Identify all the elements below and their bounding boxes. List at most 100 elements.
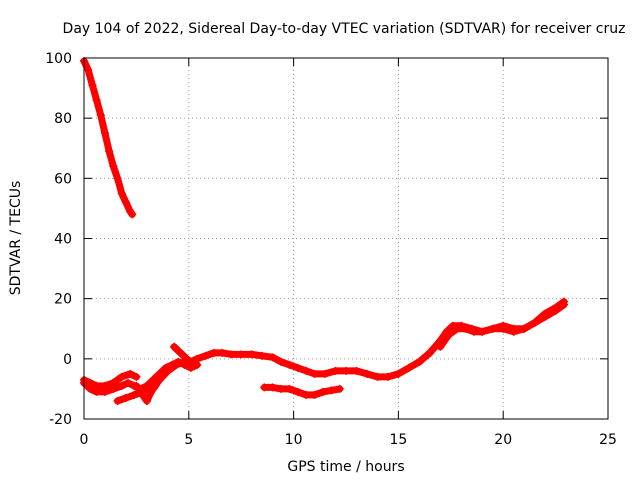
y-tick-label: 40 bbox=[54, 232, 72, 248]
data-point bbox=[383, 372, 392, 381]
data-point bbox=[321, 369, 330, 378]
data-point bbox=[113, 174, 122, 183]
y-tick-label: 60 bbox=[54, 171, 72, 187]
x-tick-label: 10 bbox=[285, 432, 303, 448]
x-tick-labels: 0 5 10 15 20 25 bbox=[80, 432, 617, 448]
data-point bbox=[138, 390, 147, 399]
data-point bbox=[182, 354, 191, 363]
data-point bbox=[84, 66, 93, 75]
data-point bbox=[310, 369, 319, 378]
series-line-segment-6 bbox=[170, 301, 568, 381]
data-point bbox=[478, 327, 487, 336]
data-point bbox=[425, 348, 434, 357]
data-point bbox=[109, 162, 118, 171]
x-tick-label: 5 bbox=[184, 432, 193, 448]
data-point bbox=[92, 96, 101, 105]
data-point bbox=[86, 378, 95, 387]
data-point bbox=[461, 324, 470, 333]
y-tick-label: 20 bbox=[54, 292, 72, 308]
data-point bbox=[285, 360, 294, 369]
data-point bbox=[121, 393, 130, 402]
data-point bbox=[342, 366, 350, 375]
data-point bbox=[293, 363, 302, 372]
data-point bbox=[285, 384, 294, 393]
data-point bbox=[132, 381, 141, 390]
data-point bbox=[258, 351, 267, 360]
data-point bbox=[302, 366, 311, 375]
data-point bbox=[121, 198, 130, 207]
data-point bbox=[132, 372, 141, 381]
data-point bbox=[92, 381, 101, 390]
data-point bbox=[318, 387, 327, 396]
x-tick-label: 20 bbox=[494, 432, 512, 448]
data-point bbox=[302, 390, 311, 399]
data-point bbox=[559, 297, 568, 306]
data-point bbox=[488, 324, 497, 333]
data-point bbox=[237, 350, 246, 359]
data-point bbox=[541, 309, 550, 318]
data-series bbox=[80, 57, 568, 405]
series-line-segment-1 bbox=[80, 57, 136, 218]
y-tick-label: -20 bbox=[49, 412, 72, 428]
data-point bbox=[100, 381, 109, 390]
axis-ticks bbox=[83, 57, 609, 420]
x-axis-label: GPS time / hours bbox=[287, 459, 404, 475]
data-point bbox=[362, 369, 371, 378]
data-point bbox=[415, 357, 424, 366]
data-point bbox=[201, 351, 210, 360]
data-point bbox=[100, 129, 109, 138]
data-point bbox=[105, 147, 114, 156]
data-point bbox=[310, 390, 319, 399]
data-point bbox=[170, 342, 179, 351]
y-tick-label: 100 bbox=[45, 51, 72, 67]
data-point bbox=[277, 357, 286, 366]
y-tick-labels: -20 0 20 40 60 80 100 bbox=[45, 51, 72, 428]
data-point bbox=[509, 324, 518, 333]
data-point bbox=[186, 357, 195, 366]
x-tick-label: 15 bbox=[389, 432, 407, 448]
data-point bbox=[352, 366, 361, 375]
data-point bbox=[172, 360, 181, 369]
data-point bbox=[109, 378, 118, 387]
x-tick-label: 25 bbox=[599, 432, 617, 448]
data-point bbox=[331, 366, 340, 375]
data-point bbox=[327, 386, 336, 395]
data-point bbox=[277, 384, 286, 393]
data-point bbox=[260, 383, 269, 392]
data-point bbox=[268, 353, 277, 362]
data-point bbox=[404, 363, 413, 372]
data-point bbox=[163, 366, 172, 375]
data-point bbox=[124, 378, 133, 387]
data-point bbox=[444, 330, 453, 339]
data-point bbox=[551, 303, 560, 312]
data-point bbox=[436, 342, 445, 351]
data-point bbox=[373, 372, 382, 381]
data-point bbox=[530, 318, 539, 327]
data-point bbox=[142, 396, 151, 405]
chart-title: Day 104 of 2022, Sidereal Day-to-day VTE… bbox=[63, 21, 626, 37]
y-tick-label: 80 bbox=[54, 111, 72, 127]
data-point bbox=[209, 348, 218, 357]
data-point bbox=[520, 324, 529, 333]
data-point bbox=[394, 369, 403, 378]
x-tick-label: 0 bbox=[80, 432, 89, 448]
data-point bbox=[117, 381, 126, 390]
grid-lines bbox=[84, 58, 608, 419]
data-point bbox=[218, 348, 227, 357]
data-point bbox=[153, 378, 162, 387]
data-point bbox=[469, 327, 478, 336]
data-point bbox=[293, 387, 302, 396]
data-point bbox=[226, 350, 235, 359]
data-point bbox=[147, 387, 156, 396]
y-axis-label: SDTVAR / TECUs bbox=[8, 181, 24, 296]
data-point bbox=[117, 372, 126, 381]
data-point bbox=[88, 81, 97, 90]
data-point bbox=[335, 384, 344, 393]
data-point bbox=[128, 210, 137, 219]
data-point bbox=[453, 324, 462, 333]
plot-frame bbox=[83, 57, 609, 420]
series-line-segment-8 bbox=[260, 383, 344, 399]
data-point bbox=[117, 189, 126, 198]
data-point bbox=[96, 111, 105, 120]
